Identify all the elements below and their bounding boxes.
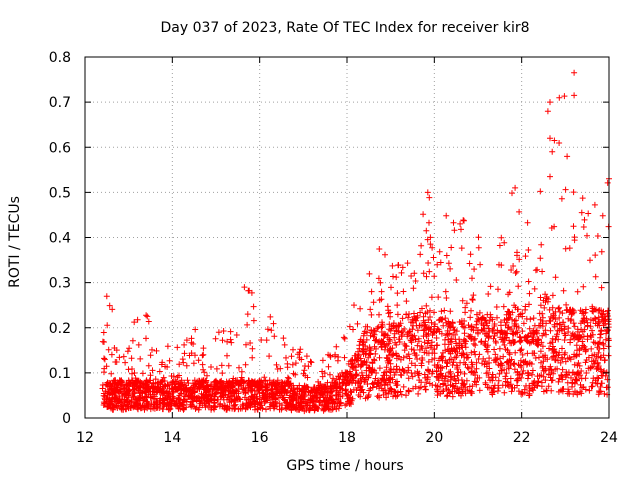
y-axis-label: ROTI / TECUs xyxy=(7,196,23,288)
notable-point xyxy=(547,173,553,180)
x-tick-label: 16 xyxy=(251,430,269,446)
x-tick-label: 18 xyxy=(338,430,356,446)
y-tick-label: 0.1 xyxy=(49,366,71,382)
notable-point xyxy=(547,135,553,142)
y-tick-label: 0.6 xyxy=(49,140,71,156)
y-tick-label: 0.7 xyxy=(49,95,71,111)
y-tick-label: 0.5 xyxy=(49,185,71,201)
x-tick-label: 12 xyxy=(76,430,94,446)
data-points xyxy=(99,69,612,415)
notable-point xyxy=(424,189,431,196)
y-tick-label: 0 xyxy=(62,411,71,427)
x-axis-label: GPS time / hours xyxy=(286,458,403,474)
x-tick-label: 24 xyxy=(600,430,618,446)
x-tick-label: 20 xyxy=(425,430,443,446)
notable-point xyxy=(103,293,110,300)
tick-marks xyxy=(84,56,610,419)
x-tick-label: 22 xyxy=(513,430,531,446)
notable-point xyxy=(544,108,551,115)
notable-point xyxy=(571,69,578,76)
notable-point xyxy=(551,137,558,144)
y-tick-label: 0.4 xyxy=(49,231,71,247)
x-tick-label: 14 xyxy=(163,430,181,446)
notable-point xyxy=(512,184,519,191)
x-tick-labels: 12 14 16 18 20 22 24 xyxy=(76,430,618,446)
y-tick-label: 0.2 xyxy=(49,321,71,337)
y-tick-labels: 0 0.1 0.2 0.3 0.4 0.5 0.6 0.7 0.8 xyxy=(49,50,71,427)
y-tick-label: 0.3 xyxy=(49,276,71,292)
notable-point xyxy=(549,148,556,155)
chart-title: Day 037 of 2023, Rate Of TEC Index for r… xyxy=(160,20,529,36)
notable-point xyxy=(547,99,553,106)
notable-point xyxy=(571,92,578,99)
notable-point xyxy=(241,284,248,291)
y-tick-label: 0.8 xyxy=(49,50,71,66)
scatter-points-bulk xyxy=(99,93,612,415)
